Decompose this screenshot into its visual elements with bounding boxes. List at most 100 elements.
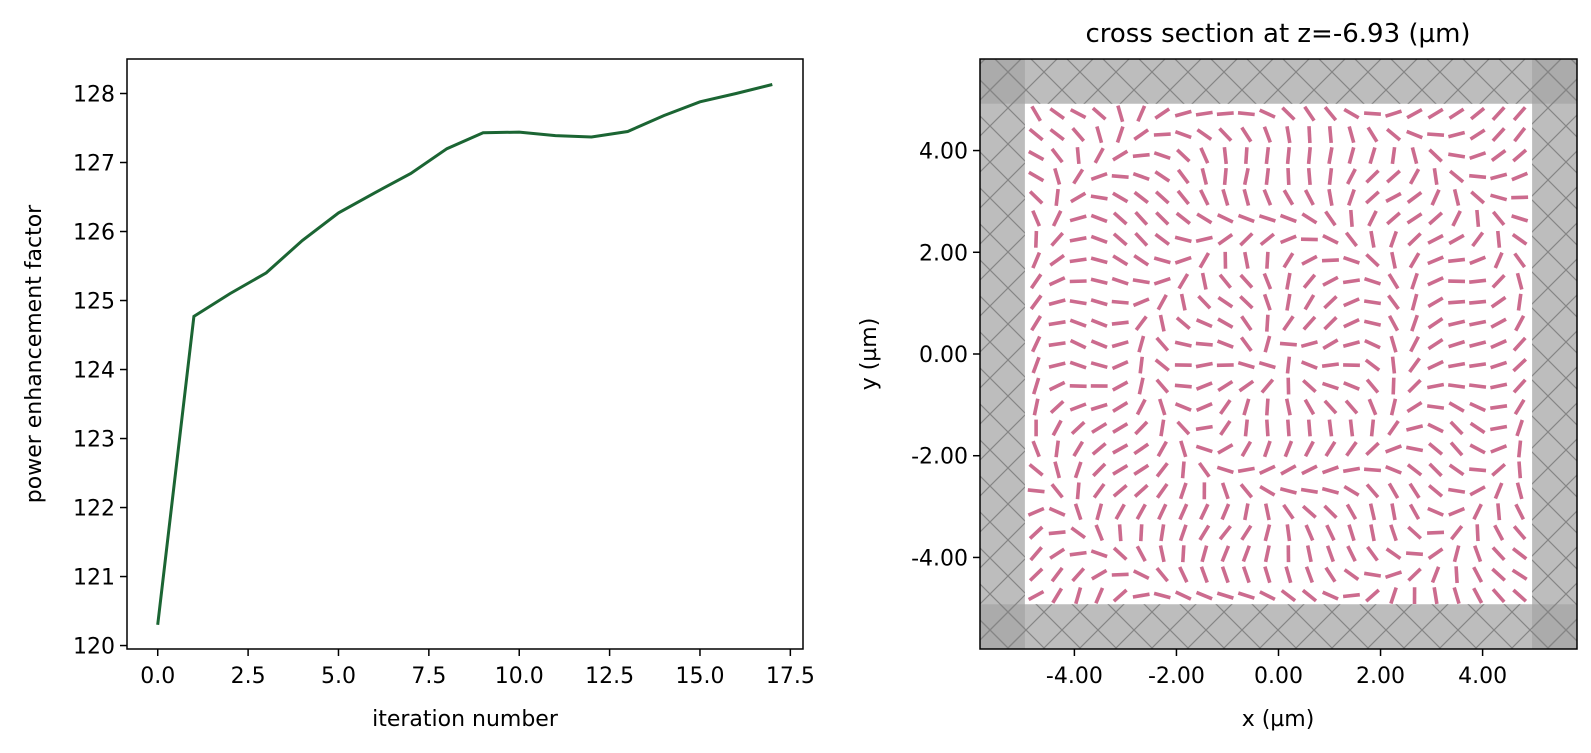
pillar xyxy=(1050,566,1064,583)
pillar xyxy=(1387,294,1400,311)
pillar xyxy=(1390,356,1397,374)
pillar xyxy=(1449,524,1464,541)
pillar xyxy=(1200,167,1209,186)
pillar xyxy=(1516,293,1523,311)
pillar xyxy=(1135,398,1147,416)
pillar xyxy=(1222,147,1228,165)
right-x-ticks: -4.00 -2.00 0.00 2.00 4.00 xyxy=(1046,649,1507,689)
pillar xyxy=(1282,503,1295,520)
left-x-tick-label: 15.0 xyxy=(675,664,724,689)
pillar xyxy=(1091,106,1107,121)
pillar xyxy=(1153,591,1171,600)
pillar xyxy=(1306,419,1312,437)
pillar xyxy=(1258,108,1276,119)
pillar xyxy=(1303,440,1315,458)
pillar xyxy=(1094,524,1104,542)
pillar xyxy=(1134,231,1149,247)
pillar xyxy=(1111,276,1129,286)
pillar xyxy=(1302,273,1317,289)
pillar xyxy=(1216,339,1234,349)
pillar xyxy=(1490,295,1507,309)
pillar xyxy=(1198,189,1210,206)
pillar xyxy=(1217,379,1234,393)
pillar xyxy=(1285,147,1291,165)
pillar xyxy=(1112,232,1128,247)
pillar xyxy=(1218,524,1232,541)
pillar xyxy=(1157,398,1167,416)
pillar xyxy=(1115,126,1125,144)
pillar xyxy=(1410,314,1420,332)
pillar xyxy=(1513,398,1526,416)
pillar xyxy=(1178,524,1188,542)
pillar xyxy=(1034,230,1039,248)
pillar xyxy=(1027,506,1045,517)
pillar xyxy=(1513,126,1527,143)
pillar xyxy=(1387,314,1400,332)
pillar xyxy=(1304,524,1315,542)
pillar xyxy=(1342,278,1361,285)
pillar xyxy=(1048,361,1066,369)
pillar xyxy=(1219,399,1232,415)
pillar xyxy=(1325,524,1336,542)
pillar xyxy=(1200,545,1209,563)
pillar xyxy=(1448,401,1465,413)
left-y-tick-label: 128 xyxy=(73,83,115,108)
pillar xyxy=(1092,482,1106,499)
pillar xyxy=(1430,566,1441,584)
pillar xyxy=(1029,273,1043,290)
pillar xyxy=(1049,107,1066,120)
pillar xyxy=(1408,357,1421,373)
pillar xyxy=(1179,440,1188,458)
pillar xyxy=(1028,463,1044,477)
pillar xyxy=(1090,172,1108,181)
pillar xyxy=(1515,482,1524,500)
pillar xyxy=(1448,169,1465,184)
pillar xyxy=(1496,503,1502,521)
pillar xyxy=(1470,190,1486,205)
pillar xyxy=(1243,419,1249,437)
pillar xyxy=(1031,209,1042,227)
pillar xyxy=(1384,109,1403,118)
pillar xyxy=(1427,255,1444,266)
left-y-tick-label: 125 xyxy=(73,290,115,315)
pillar xyxy=(1133,128,1150,141)
right-y-tick-label: -2.00 xyxy=(911,445,968,470)
pillar xyxy=(1196,212,1213,225)
pillar xyxy=(1321,465,1340,475)
pillar xyxy=(1242,167,1250,186)
pillar xyxy=(1367,398,1378,416)
pillar xyxy=(1216,213,1234,224)
pillar xyxy=(1475,524,1480,542)
pillar xyxy=(1114,503,1126,520)
pillar xyxy=(1427,233,1444,245)
pillar xyxy=(1265,314,1270,332)
pillar xyxy=(1069,108,1087,120)
pillar xyxy=(1217,317,1234,329)
pillar xyxy=(1048,320,1066,327)
pillar xyxy=(1112,463,1129,476)
pillar xyxy=(1302,315,1317,331)
pillar xyxy=(1049,547,1066,560)
pillar xyxy=(1365,253,1380,268)
pillar xyxy=(1511,547,1528,561)
pillar xyxy=(1427,296,1444,308)
pillar xyxy=(1347,126,1356,144)
pillar xyxy=(1323,316,1338,331)
pillar xyxy=(1301,254,1318,266)
pillar xyxy=(1284,566,1293,584)
pillar xyxy=(1303,398,1316,416)
pillar xyxy=(1175,148,1191,163)
pillar xyxy=(1132,278,1150,285)
pillar xyxy=(1265,251,1270,269)
pillar xyxy=(1300,487,1318,494)
pillar xyxy=(1198,252,1211,269)
pillar xyxy=(1135,545,1147,562)
pillar xyxy=(1427,317,1444,330)
pillar xyxy=(1237,466,1255,474)
pillar xyxy=(1195,341,1213,347)
pillar xyxy=(1028,525,1044,540)
pillar xyxy=(1222,167,1228,186)
pillar xyxy=(1155,336,1170,352)
pillar xyxy=(1389,335,1398,353)
pillar xyxy=(1406,463,1423,477)
